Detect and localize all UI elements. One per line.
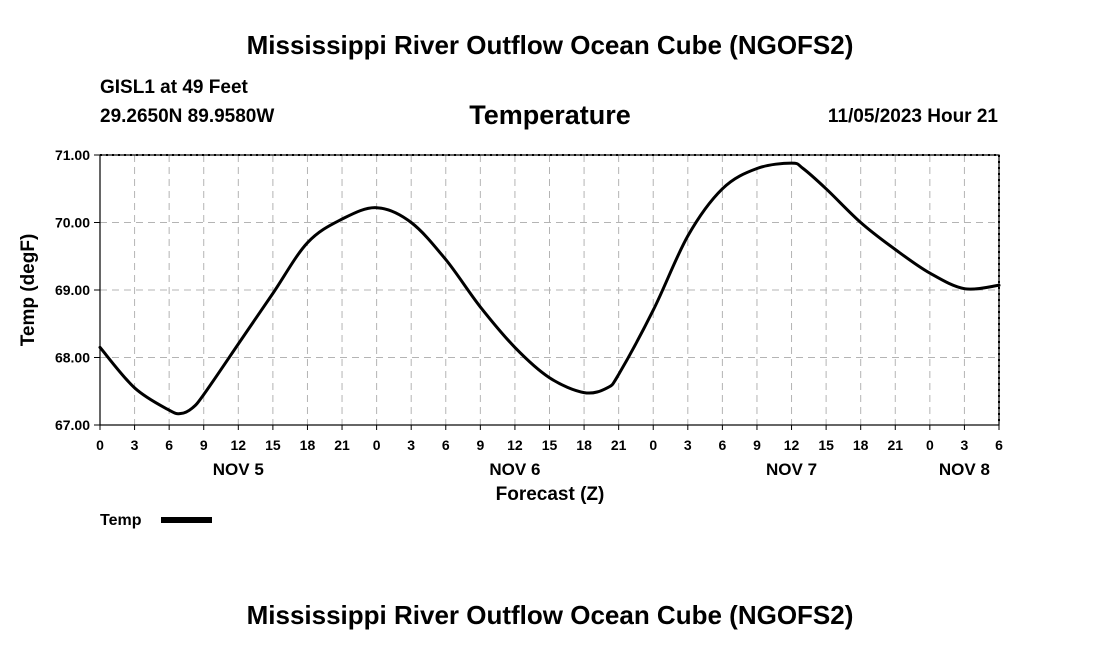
x-tick-label: 3 xyxy=(961,437,969,453)
day-label: NOV 8 xyxy=(939,460,990,479)
y-axis-ticks: 67.00 68.00 69.00 70.00 71.00 xyxy=(55,147,100,433)
x-tick-label: 9 xyxy=(200,437,208,453)
x-tick-label: 0 xyxy=(926,437,934,453)
x-tick-label: 12 xyxy=(784,437,800,453)
y-tick-label: 71.00 xyxy=(55,147,90,163)
x-tick-label: 15 xyxy=(265,437,281,453)
x-tick-label: 9 xyxy=(476,437,484,453)
x-tick-label: 3 xyxy=(407,437,415,453)
x-tick-label: 6 xyxy=(165,437,173,453)
temp-series-line xyxy=(98,161,1001,416)
y-axis-label: Temp (degF) xyxy=(18,234,39,347)
y-tick-label: 69.00 xyxy=(55,282,90,298)
x-tick-label: 3 xyxy=(131,437,139,453)
footer-title: Mississippi River Outflow Ocean Cube (NG… xyxy=(246,600,854,630)
x-tick-label: 21 xyxy=(887,437,903,453)
day-labels: NOV 5 NOV 6 NOV 7 NOV 8 xyxy=(213,460,990,479)
x-tick-label: 6 xyxy=(718,437,726,453)
x-tick-label: 0 xyxy=(649,437,657,453)
x-tick-label: 12 xyxy=(507,437,523,453)
x-tick-label: 18 xyxy=(853,437,869,453)
x-tick-label: 3 xyxy=(684,437,692,453)
grid-lines xyxy=(100,155,999,425)
legend-label: Temp xyxy=(100,512,142,529)
x-axis-label: Forecast (Z) xyxy=(496,484,605,505)
y-tick-label: 70.00 xyxy=(55,215,90,231)
x-tick-label: 21 xyxy=(334,437,350,453)
x-tick-label: 18 xyxy=(300,437,316,453)
day-label: NOV 7 xyxy=(766,460,817,479)
station-label: GISL1 at 49 Feet xyxy=(100,77,248,98)
x-tick-label: 6 xyxy=(995,437,1003,453)
x-tick-label: 15 xyxy=(542,437,558,453)
y-tick-label: 68.00 xyxy=(55,350,90,366)
x-tick-label: 0 xyxy=(373,437,381,453)
day-label: NOV 6 xyxy=(489,460,540,479)
chart-title: Mississippi River Outflow Ocean Cube (NG… xyxy=(246,30,854,60)
x-axis-ticks: 0 3 6 9 12 15 18 21 0 3 6 9 12 15 18 21 0 3 6 9 12 15 18 21 0 3 6 xyxy=(96,425,1003,453)
x-tick-label: 12 xyxy=(231,437,247,453)
coordinates-label: 29.2650N 89.9580W xyxy=(100,106,275,127)
x-tick-label: 6 xyxy=(442,437,450,453)
day-label: NOV 5 xyxy=(213,460,264,479)
x-tick-label: 0 xyxy=(96,437,104,453)
y-tick-label: 67.00 xyxy=(55,417,90,433)
x-tick-label: 18 xyxy=(576,437,592,453)
x-tick-label: 9 xyxy=(753,437,761,453)
x-tick-label: 15 xyxy=(818,437,834,453)
datetime-label: 11/05/2023 Hour 21 xyxy=(827,106,998,127)
variable-title: Temperature xyxy=(469,100,631,130)
x-tick-label: 21 xyxy=(611,437,627,453)
